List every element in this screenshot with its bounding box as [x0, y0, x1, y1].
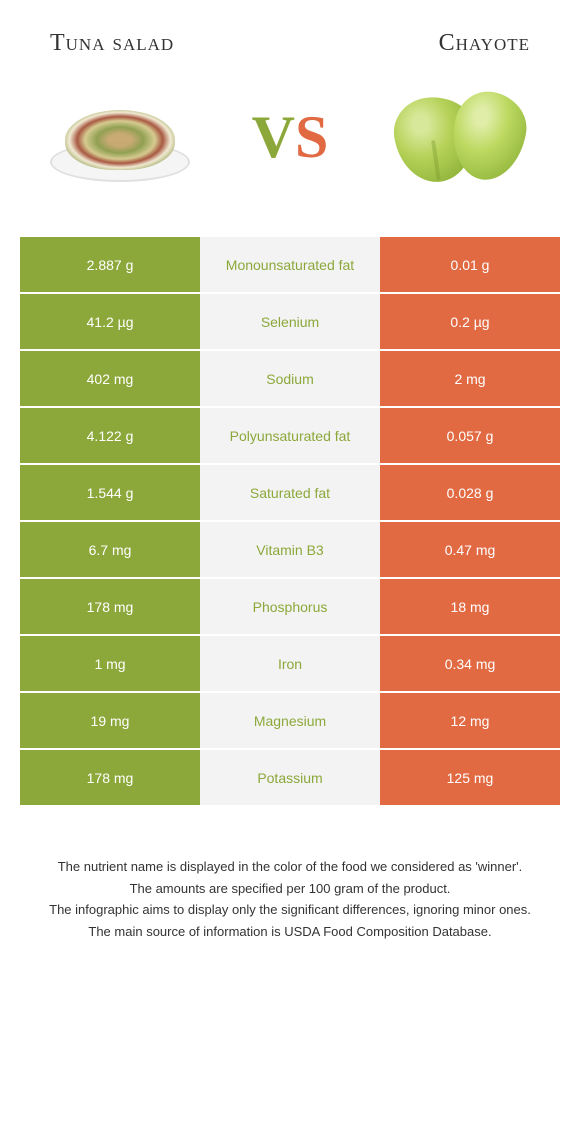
nutrient-label: Monounsaturated fat	[200, 237, 380, 292]
right-value: 0.01 g	[380, 237, 560, 292]
nutrient-row: 2.887 gMonounsaturated fat0.01 g	[20, 237, 560, 294]
nutrient-label: Magnesium	[200, 693, 380, 748]
nutrient-label: Saturated fat	[200, 465, 380, 520]
footer-line-3: The infographic aims to display only the…	[30, 900, 550, 920]
nutrient-label: Vitamin B3	[200, 522, 380, 577]
left-value: 178 mg	[20, 750, 200, 805]
nutrient-row: 19 mgMagnesium12 mg	[20, 693, 560, 750]
nutrient-row: 4.122 gPolyunsaturated fat0.057 g	[20, 408, 560, 465]
right-value: 18 mg	[380, 579, 560, 634]
left-value: 41.2 µg	[20, 294, 200, 349]
right-value: 0.47 mg	[380, 522, 560, 577]
right-value: 12 mg	[380, 693, 560, 748]
left-value: 1.544 g	[20, 465, 200, 520]
left-value: 4.122 g	[20, 408, 200, 463]
footer-line-2: The amounts are specified per 100 gram o…	[30, 879, 550, 899]
right-value: 0.2 µg	[380, 294, 560, 349]
right-value: 0.028 g	[380, 465, 560, 520]
comparison-header: Tuna salad Chayote	[20, 30, 560, 57]
left-value: 6.7 mg	[20, 522, 200, 577]
right-value: 2 mg	[380, 351, 560, 406]
tuna-salad-illustration	[50, 92, 190, 182]
vs-v-letter: V	[252, 104, 295, 170]
nutrient-label: Phosphorus	[200, 579, 380, 634]
right-value: 0.057 g	[380, 408, 560, 463]
nutrient-row: 1.544 gSaturated fat0.028 g	[20, 465, 560, 522]
nutrient-label: Iron	[200, 636, 380, 691]
vs-s-letter: S	[295, 104, 328, 170]
nutrient-label: Selenium	[200, 294, 380, 349]
nutrient-row: 1 mgIron0.34 mg	[20, 636, 560, 693]
left-food-title: Tuna salad	[50, 30, 174, 57]
left-food-image	[50, 87, 190, 187]
chayote-illustration	[390, 87, 530, 187]
nutrient-label: Polyunsaturated fat	[200, 408, 380, 463]
nutrient-comparison-table: 2.887 gMonounsaturated fat0.01 g41.2 µgS…	[20, 237, 560, 807]
left-value: 2.887 g	[20, 237, 200, 292]
right-value: 125 mg	[380, 750, 560, 805]
nutrient-label: Sodium	[200, 351, 380, 406]
nutrient-label: Potassium	[200, 750, 380, 805]
footer-notes: The nutrient name is displayed in the co…	[20, 857, 560, 941]
right-food-image	[390, 87, 530, 187]
left-value: 178 mg	[20, 579, 200, 634]
nutrient-row: 178 mgPotassium125 mg	[20, 750, 560, 807]
images-row: VS	[20, 87, 560, 187]
footer-line-1: The nutrient name is displayed in the co…	[30, 857, 550, 877]
left-value: 1 mg	[20, 636, 200, 691]
nutrient-row: 41.2 µgSelenium0.2 µg	[20, 294, 560, 351]
nutrient-row: 402 mgSodium2 mg	[20, 351, 560, 408]
left-value: 402 mg	[20, 351, 200, 406]
left-value: 19 mg	[20, 693, 200, 748]
right-value: 0.34 mg	[380, 636, 560, 691]
right-food-title: Chayote	[439, 30, 530, 57]
vs-label: VS	[252, 103, 329, 172]
footer-line-4: The main source of information is USDA F…	[30, 922, 550, 942]
nutrient-row: 6.7 mgVitamin B30.47 mg	[20, 522, 560, 579]
nutrient-row: 178 mgPhosphorus18 mg	[20, 579, 560, 636]
